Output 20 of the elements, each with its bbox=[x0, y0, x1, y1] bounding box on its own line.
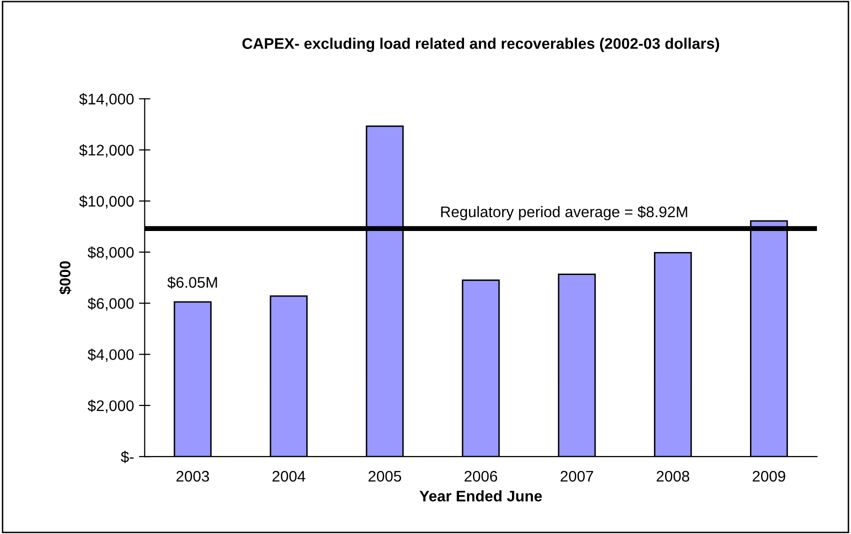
x-tick-label: 2004 bbox=[272, 470, 306, 482]
y-tick-label: $- bbox=[120, 450, 134, 464]
x-tick-label: 2009 bbox=[752, 470, 786, 482]
y-tick-label: $8,000 bbox=[88, 246, 134, 260]
y-axis-title: $000 bbox=[58, 261, 72, 294]
x-tick-label: 2008 bbox=[656, 470, 690, 482]
x-axis-title: Year Ended June bbox=[420, 490, 542, 502]
y-tick-label: $2,000 bbox=[88, 400, 134, 413]
y-tick-label: $14,000 bbox=[79, 93, 134, 106]
ref-line-label: Regulatory period average = $8.92M bbox=[441, 206, 688, 220]
y-tick-label: $12,000 bbox=[79, 144, 134, 158]
y-tick-label: $6,000 bbox=[88, 297, 134, 311]
chart-title: CAPEX- excluding load related and recoverables (2002-03 dollars) bbox=[242, 38, 720, 52]
x-tick-label: 2006 bbox=[464, 470, 498, 482]
x-tick-label: 2005 bbox=[368, 470, 402, 482]
annotation: $6.05M bbox=[167, 276, 217, 289]
x-tick-label: 2003 bbox=[176, 470, 210, 482]
x-tick-label: 2007 bbox=[560, 470, 594, 482]
y-tick-label: $10,000 bbox=[79, 195, 134, 209]
y-tick-label: $4,000 bbox=[88, 348, 134, 362]
